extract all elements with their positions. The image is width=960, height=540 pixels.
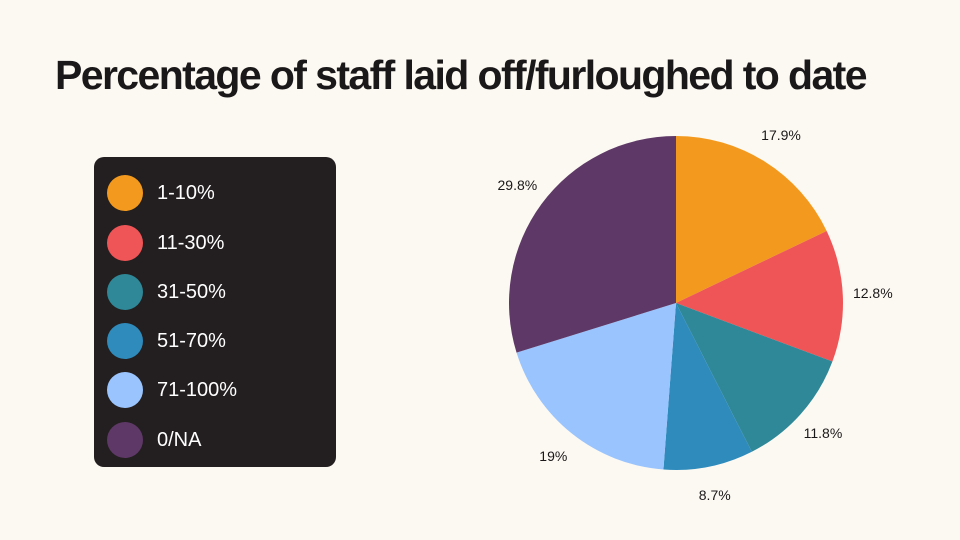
legend-item-31-50: 31-50%: [107, 274, 226, 310]
legend-swatch-0-na: [107, 422, 143, 458]
legend-item-1-10: 1-10%: [107, 175, 215, 211]
legend-item-0-na: 0/NA: [107, 422, 201, 458]
legend-label-0-na: 0/NA: [157, 428, 202, 451]
pie-slice-1-10: [676, 136, 827, 303]
legend-item-51-70: 51-70%: [107, 323, 226, 359]
legend-swatch-51-70: [107, 323, 143, 359]
pie-value-label: 8.7%: [699, 487, 731, 503]
chart-title: Percentage of staff laid off/furloughed …: [55, 52, 868, 98]
pie-value-label: 19%: [539, 448, 567, 464]
legend-label-1-10: 1-10%: [157, 181, 215, 204]
legend-label-51-70: 51-70%: [157, 329, 226, 352]
pie-value-label: 12.8%: [853, 285, 893, 301]
pie-slice-71-100: [516, 303, 676, 470]
legend-label-71-100: 71-100%: [157, 378, 238, 401]
pie-value-label: 11.8%: [804, 425, 843, 441]
legend-swatch-71-100: [107, 372, 143, 408]
pie-slice-31-50: [676, 303, 833, 452]
legend-item-11-30: 11-30%: [107, 225, 224, 261]
legend-label-31-50: 31-50%: [157, 280, 226, 303]
legend-swatch-31-50: [107, 274, 143, 310]
pie-value-label: 17.9%: [761, 127, 801, 143]
legend-item-71-100: 71-100%: [107, 372, 237, 408]
pie-value-label: 29.8%: [498, 177, 538, 193]
pie-slices: [508, 136, 843, 471]
pie-slice-0-na: [508, 136, 676, 353]
legend-swatch-11-30: [107, 225, 143, 261]
legend-label-11-30: 11-30%: [157, 231, 225, 254]
pie-slice-51-70: [663, 303, 752, 471]
legend: 1-10% 11-30% 31-50% 51-70% 71-100% 0/NA: [94, 157, 336, 467]
pie-slice-11-30: [676, 230, 843, 362]
legend-swatch-1-10: [107, 175, 143, 211]
pie-value-labels: 17.9% 12.8% 11.8% 8.7% 19% 29.8%: [498, 127, 893, 503]
